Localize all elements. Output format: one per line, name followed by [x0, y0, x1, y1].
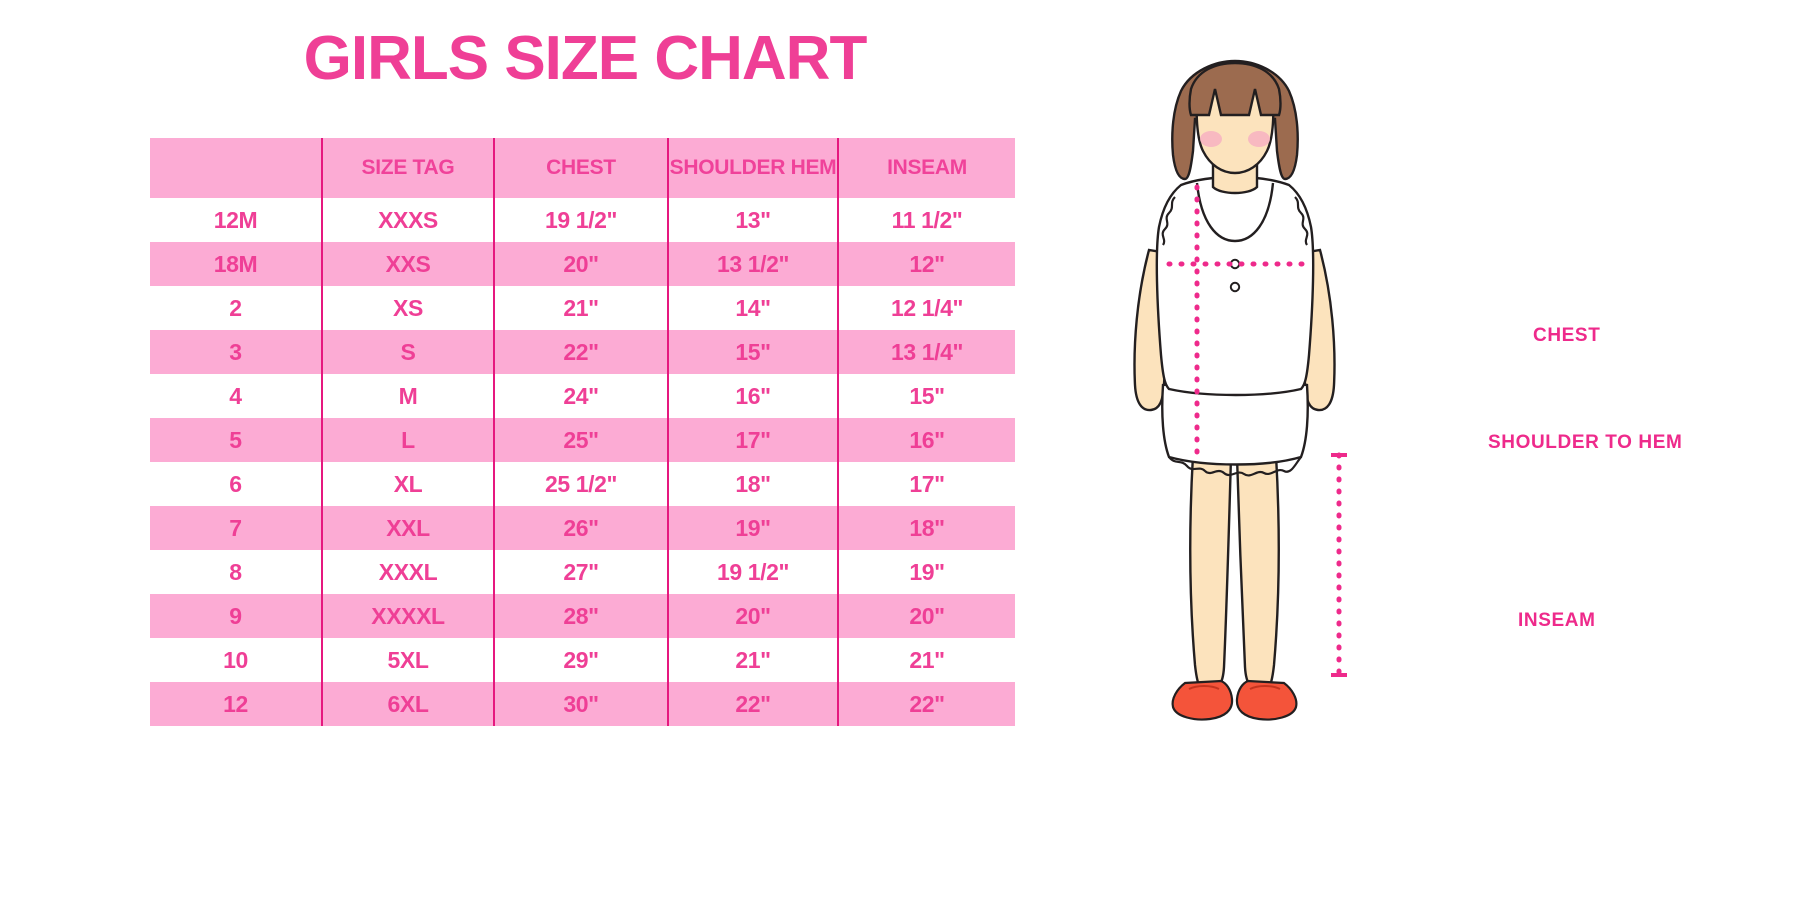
- cell-size: 10: [150, 638, 322, 682]
- cell-size-tag: S: [321, 330, 494, 374]
- cell-chest: 28": [493, 594, 668, 638]
- table-row: 4 M 24" 16" 15": [150, 374, 1015, 418]
- cell-inseam: 21": [837, 638, 1015, 682]
- cell-shoulder-hem: 20": [667, 594, 838, 638]
- cell-chest: 20": [493, 242, 668, 286]
- table-row: 5 L 25" 17" 16": [150, 418, 1015, 462]
- table-row: 6 XL 25 1/2" 18" 17": [150, 462, 1015, 506]
- cell-size-tag: XS: [321, 286, 494, 330]
- cell-shoulder-hem: 18": [667, 462, 838, 506]
- cell-size: 6: [150, 462, 322, 506]
- cell-shoulder-hem: 19 1/2": [667, 550, 838, 594]
- cell-inseam: 19": [837, 550, 1015, 594]
- cell-shoulder-hem: 17": [667, 418, 838, 462]
- cell-size: 7: [150, 506, 322, 550]
- column-header-shoulder-hem: SHOULDER HEM: [667, 138, 838, 198]
- cell-inseam: 12 1/4": [837, 286, 1015, 330]
- cell-shoulder-hem: 13": [667, 198, 838, 242]
- cell-shoulder-hem: 21": [667, 638, 838, 682]
- cell-chest: 19 1/2": [493, 198, 668, 242]
- size-chart-table: SIZE TAG CHEST SHOULDER HEM INSEAM 12M X…: [150, 138, 1015, 726]
- callout-label-chest: CHEST: [1533, 325, 1601, 346]
- cell-size: 12M: [150, 198, 322, 242]
- column-header-chest: CHEST: [493, 138, 668, 198]
- cell-shoulder-hem: 16": [667, 374, 838, 418]
- cell-inseam: 16": [837, 418, 1015, 462]
- cell-size: 5: [150, 418, 322, 462]
- cell-shoulder-hem: 13 1/2": [667, 242, 838, 286]
- cell-size: 3: [150, 330, 322, 374]
- column-header-inseam: INSEAM: [837, 138, 1015, 198]
- table-header-row: SIZE TAG CHEST SHOULDER HEM INSEAM: [150, 138, 1015, 198]
- cell-chest: 21": [493, 286, 668, 330]
- measurement-guide-caps: [1331, 453, 1347, 677]
- cell-size-tag: XXS: [321, 242, 494, 286]
- cell-size-tag: XXXXL: [321, 594, 494, 638]
- table-row: 18M XXS 20" 13 1/2" 12": [150, 242, 1015, 286]
- cell-size-tag: 6XL: [321, 682, 494, 726]
- cell-size-tag: L: [321, 418, 494, 462]
- column-header-size: [150, 138, 322, 198]
- cell-size-tag: M: [321, 374, 494, 418]
- table-row: 7 XXL 26" 19" 18": [150, 506, 1015, 550]
- table-row: 9 XXXXL 28" 20" 20": [150, 594, 1015, 638]
- table-row: 12 6XL 30" 22" 22": [150, 682, 1015, 726]
- cell-inseam: 13 1/4": [837, 330, 1015, 374]
- cell-size: 9: [150, 594, 322, 638]
- cell-size: 12: [150, 682, 322, 726]
- legs-group: [1189, 453, 1280, 693]
- cell-size-tag: XXXS: [321, 198, 494, 242]
- cell-shoulder-hem: 19": [667, 506, 838, 550]
- measurement-guides-group: [1166, 184, 1342, 678]
- callout-label-shoulder-to-hem: SHOULDER TO HEM: [1488, 432, 1683, 453]
- cell-size-tag: XL: [321, 462, 494, 506]
- cell-chest: 24": [493, 374, 668, 418]
- table-row: 3 S 22" 15" 13 1/4": [150, 330, 1015, 374]
- cell-inseam: 18": [837, 506, 1015, 550]
- table-row: 10 5XL 29" 21" 21": [150, 638, 1015, 682]
- shoes-group: [1171, 679, 1298, 721]
- callout-label-inseam: INSEAM: [1518, 610, 1596, 631]
- table-row: 8 XXXL 27" 19 1/2" 19": [150, 550, 1015, 594]
- column-header-size-tag: SIZE TAG: [321, 138, 494, 198]
- cell-inseam: 20": [837, 594, 1015, 638]
- cell-size-tag: XXXL: [321, 550, 494, 594]
- cell-inseam: 17": [837, 462, 1015, 506]
- cell-inseam: 22": [837, 682, 1015, 726]
- cell-size: 4: [150, 374, 322, 418]
- cell-chest: 29": [493, 638, 668, 682]
- cell-chest: 27": [493, 550, 668, 594]
- cell-chest: 26": [493, 506, 668, 550]
- cell-inseam: 11 1/2": [837, 198, 1015, 242]
- cell-size-tag: XXL: [321, 506, 494, 550]
- cell-chest: 25": [493, 418, 668, 462]
- page-title: GIRLS SIZE CHART: [303, 24, 868, 93]
- head-group: [1171, 59, 1299, 181]
- cell-size: 8: [150, 550, 322, 594]
- cell-shoulder-hem: 22": [667, 682, 838, 726]
- cell-size: 18M: [150, 242, 322, 286]
- cell-size-tag: 5XL: [321, 638, 494, 682]
- cell-shoulder-hem: 14": [667, 286, 838, 330]
- table-row: 2 XS 21" 14" 12 1/4": [150, 286, 1015, 330]
- cell-chest: 25 1/2": [493, 462, 668, 506]
- table-row: 12M XXXS 19 1/2" 13" 11 1/2": [150, 198, 1015, 242]
- cell-inseam: 15": [837, 374, 1015, 418]
- cell-inseam: 12": [837, 242, 1015, 286]
- top-garment-group: [1155, 175, 1315, 397]
- girl-figure-illustration: [1085, 55, 1405, 755]
- cell-size: 2: [150, 286, 322, 330]
- cell-chest: 22": [493, 330, 668, 374]
- cell-chest: 30": [493, 682, 668, 726]
- cell-shoulder-hem: 15": [667, 330, 838, 374]
